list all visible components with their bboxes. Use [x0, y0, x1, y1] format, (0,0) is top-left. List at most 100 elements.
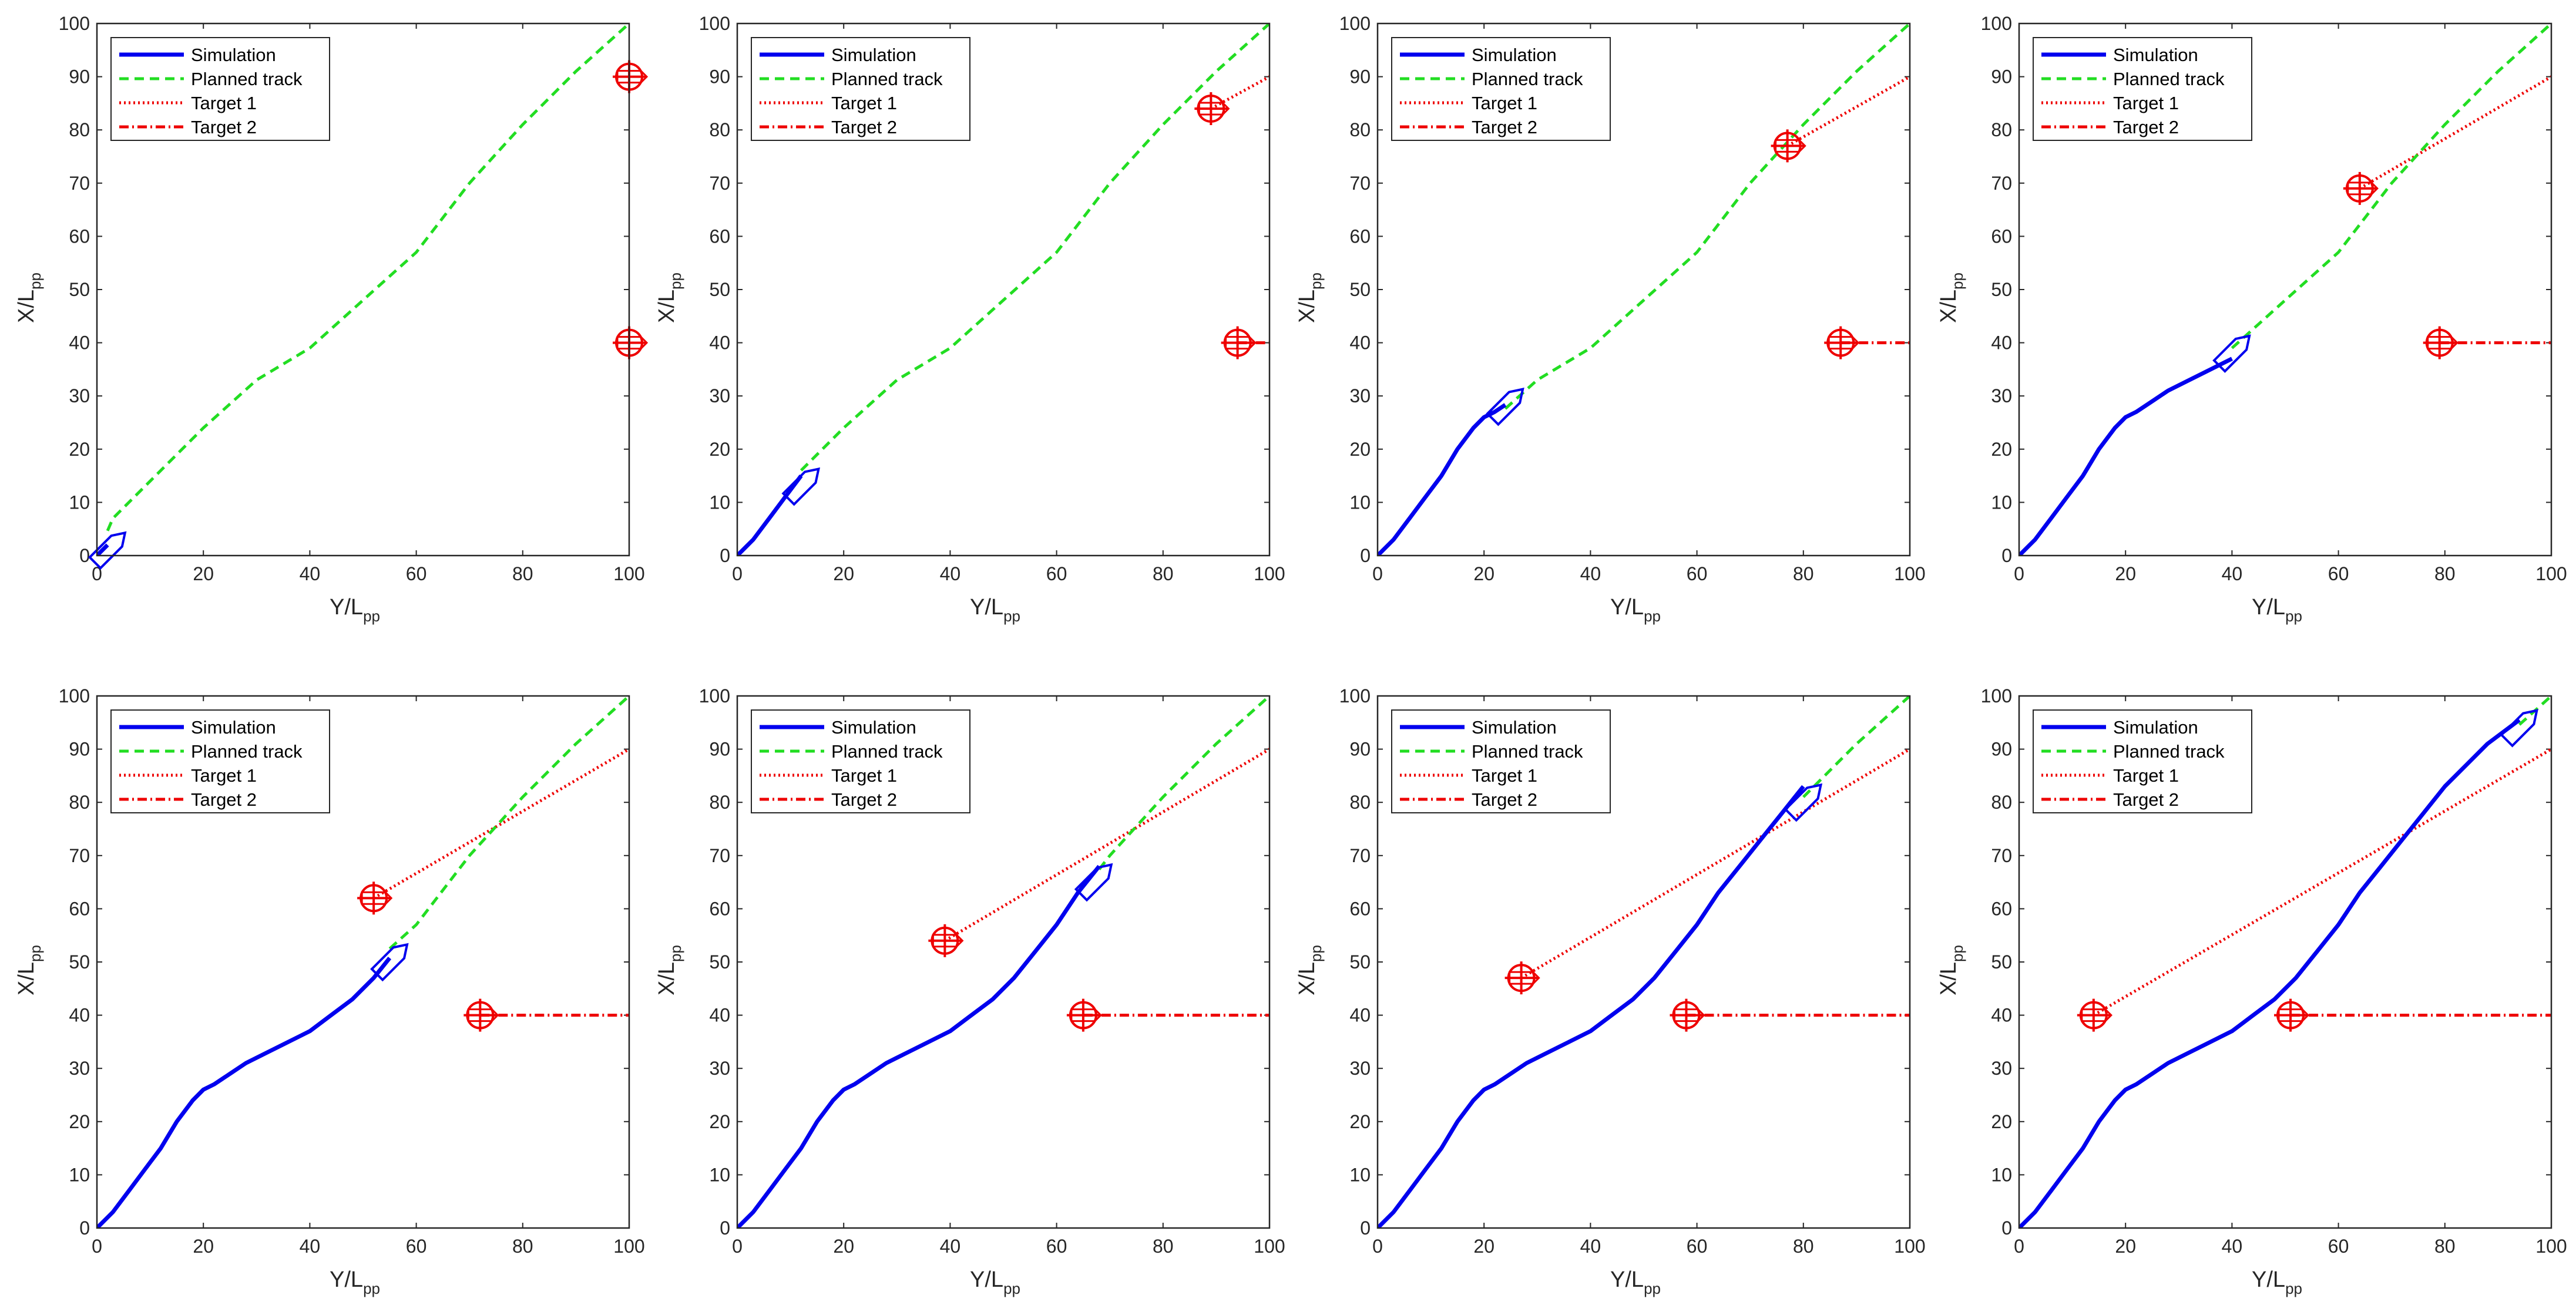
y-tick-label: 0 [2001, 545, 2012, 566]
target2-ship [1221, 326, 1257, 359]
x-axis-label-main: Y/L [1610, 1267, 1644, 1292]
x-tick-label: 60 [1687, 563, 1708, 584]
y-axis-label-sub: pp [26, 273, 44, 290]
legend-label: Simulation [191, 45, 276, 65]
y-tick-label: 50 [69, 951, 90, 973]
simulation-line [97, 957, 392, 1228]
y-tick-label: 90 [709, 66, 730, 88]
y-tick-label: 70 [69, 845, 90, 866]
axes-box [1376, 695, 1911, 1229]
target2-ship-hull [2278, 1008, 2310, 1022]
x-tick-label: 20 [2115, 1236, 2136, 1257]
legend-label: Planned track [2113, 69, 2225, 89]
legend-label: Target 1 [831, 765, 897, 786]
x-axis-label: Y/Lpp [330, 595, 380, 625]
y-axis-label-sub: pp [667, 273, 684, 290]
own-ship-marker [88, 531, 127, 570]
panel-2: 0 20 40 60 80 1000102030405060708090100Y/LppX… [654, 13, 1285, 625]
y-tick-label: 10 [1349, 1164, 1371, 1185]
y-tick-label: 0 [720, 545, 730, 566]
legend-label: Target 2 [2113, 117, 2179, 137]
x-tick-label: 40 [2222, 563, 2243, 584]
y-tick-label: 30 [1991, 1058, 2012, 1079]
y-tick-label: 100 [1981, 13, 2012, 34]
x-axis-label: Y/Lpp [970, 1267, 1020, 1297]
y-tick-label: 10 [709, 492, 730, 513]
y-tick-label: 90 [1349, 739, 1371, 760]
x-tick-label: 100 [1254, 563, 1285, 584]
legend-label: Target 2 [191, 789, 257, 810]
x-tick-label: 80 [1793, 1236, 1814, 1257]
simulation-line [2019, 356, 2233, 556]
y-tick-label: 20 [1349, 439, 1371, 460]
legend-label: Planned track [831, 69, 943, 89]
x-axis-label: Y/Lpp [2252, 1267, 2302, 1297]
legend-label: Target 2 [1472, 117, 1537, 137]
x-tick-label: 80 [1793, 563, 1814, 584]
x-axis-label-main: Y/L [970, 595, 1003, 620]
own-ship-marker [1486, 388, 1524, 426]
x-tick-label: 0 [732, 563, 743, 584]
y-tick-label: 100 [59, 685, 90, 707]
x-tick-label: 40 [300, 563, 321, 584]
planned-track-line [800, 23, 1269, 472]
x-tick-label: 80 [2434, 563, 2456, 584]
y-tick-label: 80 [1349, 119, 1371, 140]
simulation-line [737, 474, 803, 556]
x-axis-label-sub: pp [1644, 607, 1661, 625]
legend-label: Simulation [1472, 717, 1557, 738]
target2-ship [1066, 998, 1103, 1032]
y-axis-label-main: X/L [1295, 290, 1319, 323]
target1-ship [357, 882, 393, 915]
y-axis-label-sub: pp [1307, 273, 1325, 290]
y-tick-label: 70 [1991, 173, 2012, 194]
legend-label: Target 1 [1472, 765, 1537, 786]
y-tick-label: 100 [1981, 685, 2012, 707]
y-tick-label: 0 [79, 1217, 90, 1239]
x-tick-label: 80 [512, 563, 533, 584]
y-tick-label: 100 [1339, 685, 1371, 707]
axes-box [2018, 695, 2553, 1229]
y-tick-label: 0 [2001, 1217, 2012, 1239]
y-axis-label: X/Lpp [1295, 945, 1325, 995]
x-tick-label: 20 [193, 563, 214, 584]
y-axis-label-main: X/L [1295, 962, 1319, 995]
own-ship-marker [2500, 709, 2538, 748]
y-axis-label: X/Lpp [1295, 273, 1325, 323]
x-axis-label: Y/Lpp [2252, 595, 2302, 625]
legend-label: Target 2 [191, 117, 257, 137]
x-tick-label: 60 [406, 1236, 427, 1257]
y-tick-label: 40 [1349, 332, 1371, 354]
x-tick-label: 100 [2535, 563, 2567, 584]
panel-4: 0 20 40 60 80 1000102030405060708090100Y/LppX… [1936, 13, 2567, 625]
legend-label: Target 1 [191, 93, 257, 113]
x-tick-label: 80 [1153, 563, 1174, 584]
x-tick-label: 0 [732, 1236, 743, 1257]
x-axis-label-sub: pp [2285, 607, 2302, 625]
y-tick-label: 0 [1360, 545, 1371, 566]
target1-ship-hull [1198, 102, 1230, 116]
y-tick-label: 10 [1991, 1164, 2012, 1185]
legend-label: Target 2 [1472, 789, 1537, 810]
y-tick-label: 70 [1349, 173, 1371, 194]
target1-ship-hull [2347, 181, 2379, 196]
y-tick-label: 20 [69, 1111, 90, 1132]
target1-track [2359, 75, 2551, 190]
legend-label: Target 1 [1472, 93, 1537, 113]
x-axis-label-main: Y/L [970, 1267, 1003, 1292]
x-tick-label: 20 [2115, 563, 2136, 584]
legend-label: Planned track [831, 741, 943, 762]
y-tick-label: 60 [1991, 898, 2012, 919]
y-tick-label: 0 [79, 545, 90, 566]
target2-ship [464, 998, 499, 1032]
x-tick-label: 100 [613, 563, 644, 584]
y-tick-label: 20 [709, 1111, 730, 1132]
y-tick-label: 70 [1991, 845, 2012, 866]
y-tick-label: 80 [709, 792, 730, 813]
target2-ship [2423, 326, 2459, 359]
y-tick-label: 70 [69, 173, 90, 194]
target2-ship [1824, 326, 1860, 359]
x-axis-label: Y/Lpp [1610, 1267, 1661, 1297]
target2-ship-hull [2427, 336, 2459, 350]
y-tick-label: 60 [709, 898, 730, 919]
